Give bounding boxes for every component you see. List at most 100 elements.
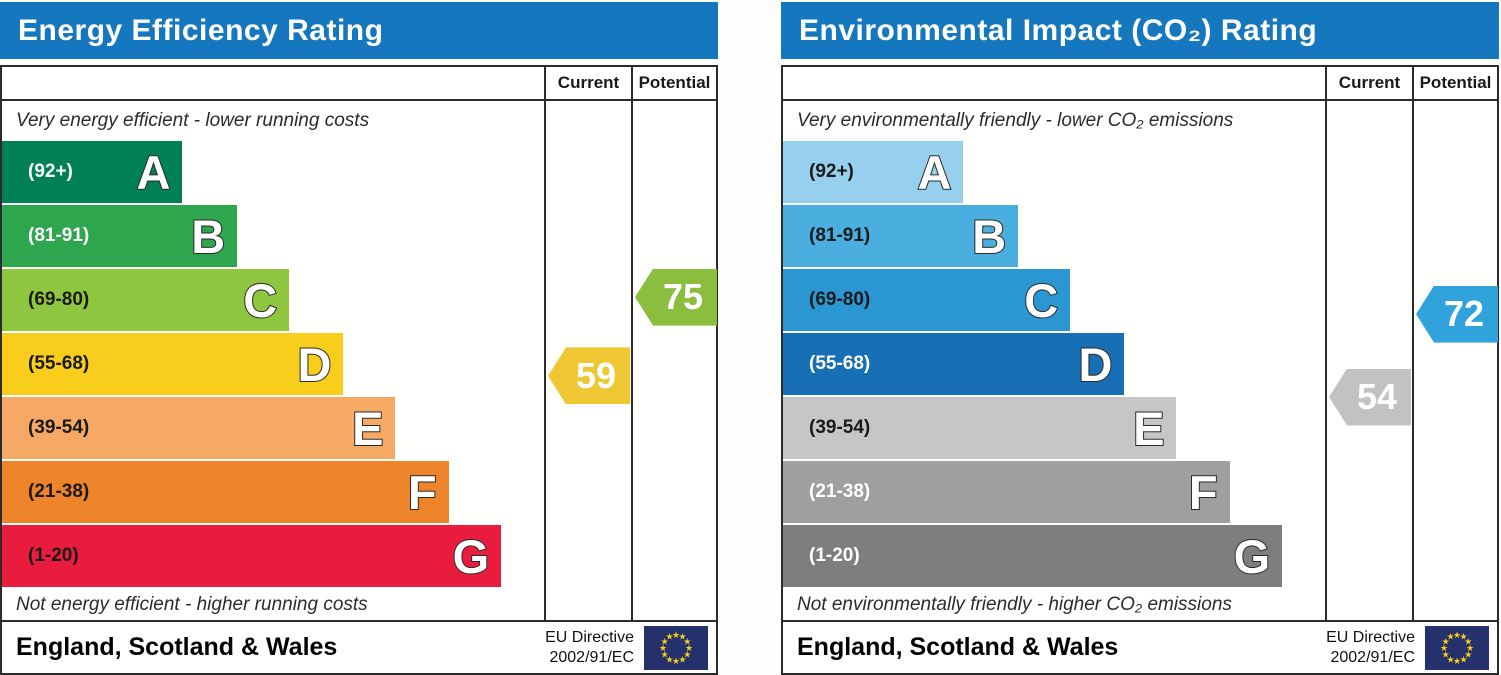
band-range: (92+) — [28, 161, 73, 182]
energy-efficiency-title-bar: Energy Efficiency Rating — [0, 2, 718, 59]
band-e: (39-54) E — [2, 397, 396, 459]
eu-directive-line1: EU Directive — [545, 629, 634, 647]
chart-footer: England, Scotland & Wales EU Directive 2… — [783, 620, 1497, 673]
potential-rating-value: 72 — [1443, 293, 1485, 335]
chart-title: Energy Efficiency Rating — [18, 13, 384, 47]
region-label: England, Scotland & Wales — [797, 633, 1119, 661]
band-letter: F — [1188, 465, 1219, 519]
svg-text:★: ★ — [1459, 631, 1467, 641]
band-letter: A — [917, 145, 953, 199]
band-c: (69-80) C — [783, 269, 1071, 331]
band-range: (39-54) — [809, 417, 871, 438]
band-e: (39-54) E — [783, 397, 1177, 459]
svg-text:★: ★ — [1453, 656, 1461, 666]
eu-directive-line2: 2002/91/EC — [1330, 648, 1415, 666]
band-letter: G — [1233, 529, 1272, 583]
band-a: (92+) A — [783, 141, 964, 203]
band-letter: B — [190, 209, 226, 263]
potential-rating-marker: 75 — [635, 268, 717, 326]
svg-text:★: ★ — [683, 636, 691, 646]
current-rating-value: 54 — [1356, 376, 1398, 417]
band-range: (21-38) — [28, 481, 90, 502]
svg-text:★: ★ — [1464, 636, 1472, 646]
band-d: (55-68) D — [783, 333, 1125, 395]
band-range: (1-20) — [809, 545, 860, 566]
band-range: (92+) — [809, 161, 854, 182]
band-letter: C — [1023, 273, 1059, 327]
band-letter: E — [1132, 401, 1165, 455]
eu-directive-line2: 2002/91/EC — [549, 648, 634, 666]
band-letter: D — [297, 337, 333, 391]
svg-text:★: ★ — [1464, 649, 1472, 659]
svg-text:★: ★ — [661, 649, 669, 659]
band-a: (92+) A — [2, 141, 183, 203]
band-range: (39-54) — [28, 417, 90, 438]
band-letter: G — [452, 529, 491, 583]
energy-rating-table: Current Potential Very energy efficient … — [0, 65, 718, 675]
bands: (92+) A (81-91) B (69-80) C (55-68) — [2, 141, 544, 587]
svg-text:★: ★ — [659, 643, 667, 653]
column-header-row: Current Potential — [2, 67, 716, 101]
svg-text:★: ★ — [665, 654, 673, 664]
bands-header-spacer — [2, 67, 544, 99]
svg-text:★: ★ — [1466, 643, 1474, 653]
svg-text:★: ★ — [1442, 636, 1450, 646]
svg-text:★: ★ — [1446, 631, 1454, 641]
current-rating-value: 59 — [575, 354, 617, 396]
current-column-header: Current — [1325, 67, 1412, 99]
potential-column: 72 — [1412, 101, 1498, 620]
svg-text:★: ★ — [665, 631, 673, 641]
co2-rating-table: Current Potential Very environmentally f… — [781, 65, 1499, 675]
current-column: 59 — [544, 101, 631, 620]
region-label: England, Scotland & Wales — [16, 633, 338, 661]
eu-directive-label: EU Directive 2002/91/EC — [545, 628, 634, 666]
environmental-impact-title-bar: Environmental Impact (CO₂) Rating — [781, 2, 1499, 59]
energy-efficiency-chart: Energy Efficiency Rating Current Potenti… — [0, 2, 718, 675]
band-f: (21-38) F — [2, 461, 449, 523]
band-g: (1-20) G — [2, 525, 502, 587]
current-rating-marker: 54 — [1329, 368, 1411, 426]
band-range: (55-68) — [28, 353, 90, 374]
svg-text:★: ★ — [683, 649, 691, 659]
band-range: (81-91) — [28, 225, 90, 246]
chart-title: Environmental Impact (CO₂) Rating — [799, 13, 1318, 47]
current-rating-marker: 59 — [548, 347, 630, 405]
bands-header-spacer — [783, 67, 1325, 99]
current-column: 54 — [1325, 101, 1412, 620]
bands: (92+) A (81-91) B (69-80) C (55-68) — [783, 141, 1325, 587]
band-c: (69-80) C — [2, 269, 290, 331]
band-range: (1-20) — [28, 545, 79, 566]
potential-rating-marker: 72 — [1416, 285, 1498, 343]
bottom-note: Not environmentally friendly - higher CO… — [797, 593, 1232, 615]
potential-rating-value: 75 — [662, 276, 704, 318]
environmental-impact-chart: Environmental Impact (CO₂) Rating Curren… — [781, 2, 1499, 675]
band-range: (21-38) — [809, 481, 871, 502]
svg-text:★: ★ — [678, 654, 686, 664]
band-letter: C — [242, 273, 278, 327]
svg-text:★: ★ — [1453, 630, 1461, 640]
potential-column-header: Potential — [631, 67, 716, 99]
rating-body: Very environmentally friendly - lower CO… — [783, 101, 1498, 620]
band-b: (81-91) B — [783, 205, 1019, 267]
bands-area: Very energy efficient - lower running co… — [2, 101, 544, 620]
band-letter: F — [407, 465, 438, 519]
svg-text:★: ★ — [1440, 643, 1448, 653]
svg-text:★: ★ — [672, 656, 680, 666]
svg-text:★: ★ — [678, 631, 686, 641]
band-range: (69-80) — [28, 289, 90, 310]
band-g: (1-20) G — [783, 525, 1283, 587]
svg-text:★: ★ — [672, 630, 680, 640]
rating-body: Very energy efficient - lower running co… — [2, 101, 717, 620]
column-header-row: Current Potential — [783, 67, 1497, 101]
svg-text:★: ★ — [1446, 654, 1454, 664]
band-range: (69-80) — [809, 289, 871, 310]
band-letter: B — [971, 209, 1007, 263]
svg-text:★: ★ — [685, 643, 693, 653]
potential-column: 75 — [631, 101, 717, 620]
band-f: (21-38) F — [783, 461, 1230, 523]
bands-area: Very environmentally friendly - lower CO… — [783, 101, 1325, 620]
band-b: (81-91) B — [2, 205, 238, 267]
eu-directive-line1: EU Directive — [1326, 629, 1415, 647]
band-range: (81-91) — [809, 225, 871, 246]
